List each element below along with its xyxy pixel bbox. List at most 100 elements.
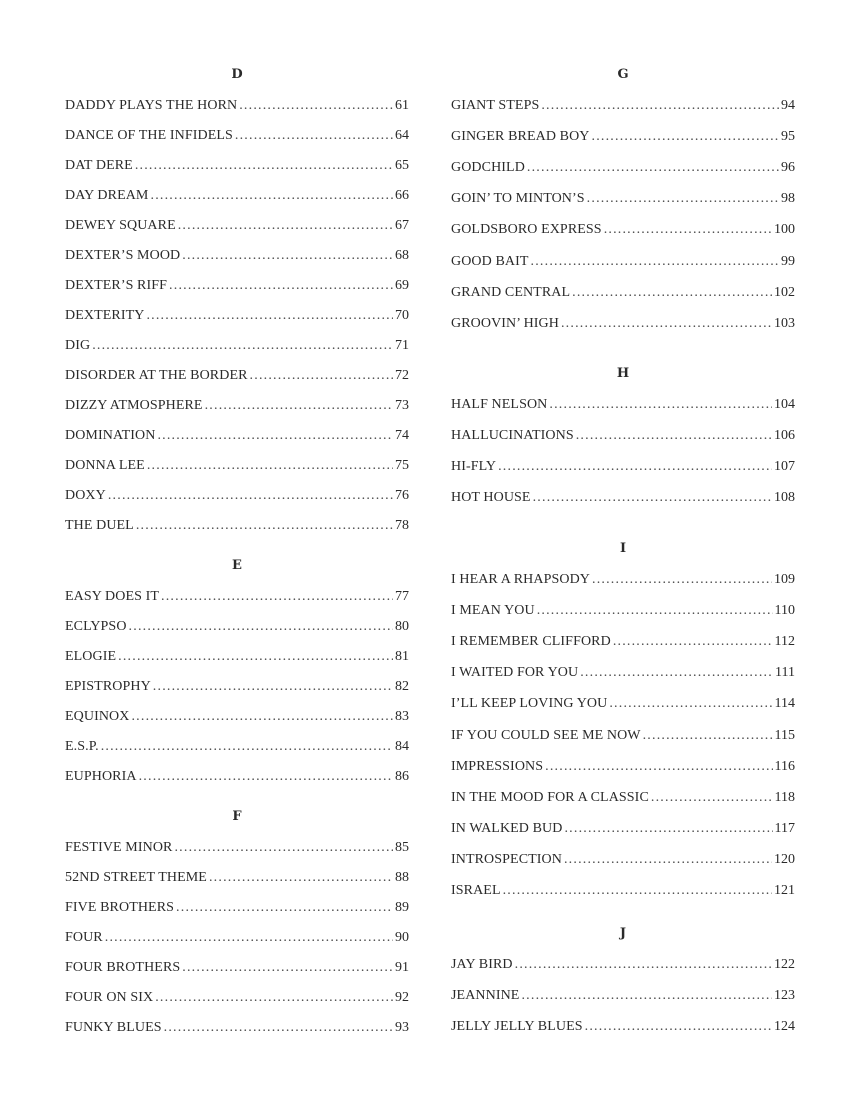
index-entry[interactable]: IMPRESSIONS 116 (451, 759, 795, 775)
dot-leader (572, 285, 772, 301)
entry-title: JELLY JELLY BLUES (451, 1019, 583, 1035)
index-entry[interactable]: THE DUEL 78 (65, 518, 409, 534)
index-entry[interactable]: 52ND STREET THEME 88 (65, 870, 409, 886)
index-entry[interactable]: DANCE OF THE INFIDELS 64 (65, 128, 409, 144)
entry-title: EUPHORIA (65, 769, 137, 784)
index-entry[interactable]: I’LL KEEP LOVING YOU 114 (451, 696, 795, 712)
entry-title: ELOGIE (65, 649, 117, 664)
index-entry[interactable]: FIVE BROTHERS 89 (65, 900, 409, 916)
dot-leader (157, 428, 393, 444)
index-entry[interactable]: ISRAEL 121 (451, 883, 795, 899)
dot-leader (131, 709, 393, 725)
index-entry[interactable]: I WAITED FOR YOU 111 (451, 665, 795, 681)
index-entry[interactable]: JEANNINE 123 (451, 988, 795, 1004)
entry-title: E.S.P. (65, 739, 99, 754)
index-entry[interactable]: FOUR 90 (65, 930, 409, 946)
index-entry[interactable]: ECLYPSO 80 (65, 619, 409, 635)
index-entry[interactable]: JAY BIRD 122 (451, 957, 795, 973)
index-entry[interactable]: E.S.P. 84 (65, 739, 409, 755)
entry-page-number: 110 (774, 603, 795, 619)
entry-page-number: 99 (781, 253, 795, 269)
index-entry[interactable]: ELOGIE 81 (65, 649, 409, 665)
index-entry[interactable]: DIG 71 (65, 338, 409, 354)
index-entry[interactable]: I HEAR A RHAPSODY 109 (451, 572, 795, 588)
index-entry[interactable]: DAY DREAM 66 (65, 188, 409, 204)
index-entry[interactable]: GOLDSBORO EXPRESS 100 (451, 222, 795, 238)
index-entry[interactable]: IF YOU COULD SEE ME NOW 115 (451, 728, 795, 744)
entry-title: DADDY PLAYS THE HORN (65, 98, 238, 113)
entry-page-number: 65 (395, 158, 409, 173)
entry-page-number: 77 (395, 589, 409, 604)
dot-leader (182, 960, 393, 976)
index-entry[interactable]: HALF NELSON 104 (451, 397, 795, 413)
index-entry[interactable]: DEXTERITY 70 (65, 308, 409, 324)
entry-title: GROOVIN’ HIGH (451, 315, 559, 331)
entry-title: IF YOU COULD SEE ME NOW (451, 727, 641, 743)
entry-page-number: 121 (774, 883, 795, 898)
dot-leader (139, 769, 393, 785)
index-entry[interactable]: EUPHORIA 86 (65, 769, 409, 785)
entry-page-number: 73 (395, 398, 409, 413)
index-entry[interactable]: I MEAN YOU 110 (451, 603, 795, 619)
dot-leader (182, 248, 393, 264)
entry-title: ISRAEL (451, 883, 501, 898)
index-entry[interactable]: DADDY PLAYS THE HORN 61 (65, 98, 409, 114)
index-entry[interactable]: IN THE MOOD FOR A CLASSIC 118 (451, 790, 795, 806)
index-entry[interactable]: DOXY 76 (65, 488, 409, 504)
index-entry[interactable]: FUNKY BLUES 93 (65, 1020, 409, 1036)
dot-leader (531, 254, 779, 270)
index-entry[interactable]: FESTIVE MINOR 85 (65, 840, 409, 856)
section-letter-heading: E (232, 558, 242, 573)
index-entry[interactable]: GRAND CENTRAL 102 (451, 285, 795, 301)
index-entry[interactable]: HOT HOUSE 108 (451, 490, 795, 506)
entry-page-number: 123 (774, 988, 795, 1004)
index-entry[interactable]: GIANT STEPS 94 (451, 98, 795, 114)
dot-leader (604, 222, 772, 238)
index-entry[interactable]: GROOVIN’ HIGH 103 (451, 316, 795, 332)
index-entry[interactable]: GOIN’ TO MINTON’S 98 (451, 191, 795, 207)
index-entry[interactable]: I REMEMBER CLIFFORD 112 (451, 634, 795, 650)
index-entry[interactable]: DEXTER’S MOOD 68 (65, 248, 409, 264)
entry-page-number: 86 (395, 769, 409, 784)
entry-title: DOXY (65, 488, 106, 503)
index-entry[interactable]: FOUR BROTHERS 91 (65, 960, 409, 976)
index-entry[interactable]: DEXTER’S RIFF 69 (65, 278, 409, 294)
dot-leader (592, 572, 772, 588)
index-entry[interactable]: INTROSPECTION 120 (451, 852, 795, 868)
index-entry[interactable]: GINGER BREAD BOY 95 (451, 129, 795, 145)
index-entry[interactable]: IN WALKED BUD 117 (451, 821, 795, 837)
entry-title: DEXTER’S MOOD (65, 248, 181, 263)
dot-leader (135, 158, 393, 174)
index-entry[interactable]: DAT DERE 65 (65, 158, 409, 174)
index-entry[interactable]: JELLY JELLY BLUES 124 (451, 1019, 795, 1035)
dot-leader (147, 458, 393, 474)
entry-page-number: 69 (395, 278, 409, 293)
index-entry[interactable]: GODCHILD 96 (451, 160, 795, 176)
index-entry[interactable]: DONNA LEE 75 (65, 458, 409, 474)
dot-leader (515, 957, 772, 973)
index-entry[interactable]: EQUINOX 83 (65, 709, 409, 725)
index-entry[interactable]: EPISTROPHY 82 (65, 679, 409, 695)
entry-page-number: 71 (395, 338, 409, 353)
index-entry[interactable]: DIZZY ATMOSPHERE 73 (65, 398, 409, 414)
entry-page-number: 74 (395, 428, 409, 443)
index-entry[interactable]: EASY DOES IT 77 (65, 589, 409, 605)
dot-leader (129, 619, 393, 635)
dot-leader (92, 338, 393, 354)
index-entry[interactable]: DOMINATION 74 (65, 428, 409, 444)
entry-page-number: 115 (774, 727, 795, 743)
dot-leader (613, 634, 773, 650)
index-entry[interactable]: DEWEY SQUARE 67 (65, 218, 409, 234)
index-entry[interactable]: DISORDER AT THE BORDER 72 (65, 368, 409, 384)
index-entry[interactable]: HALLUCINATIONS 106 (451, 428, 795, 444)
entry-page-number: 116 (774, 758, 795, 774)
dot-leader (527, 160, 779, 176)
index-entry[interactable]: HI-FLY 107 (451, 459, 795, 475)
dot-leader (209, 870, 393, 886)
dot-leader (174, 840, 393, 856)
dot-leader (118, 649, 393, 665)
entry-page-number: 75 (395, 458, 409, 473)
index-entry[interactable]: FOUR ON SIX 92 (65, 990, 409, 1006)
section-letter-heading: D (231, 67, 243, 82)
index-entry[interactable]: GOOD BAIT 99 (451, 254, 795, 270)
